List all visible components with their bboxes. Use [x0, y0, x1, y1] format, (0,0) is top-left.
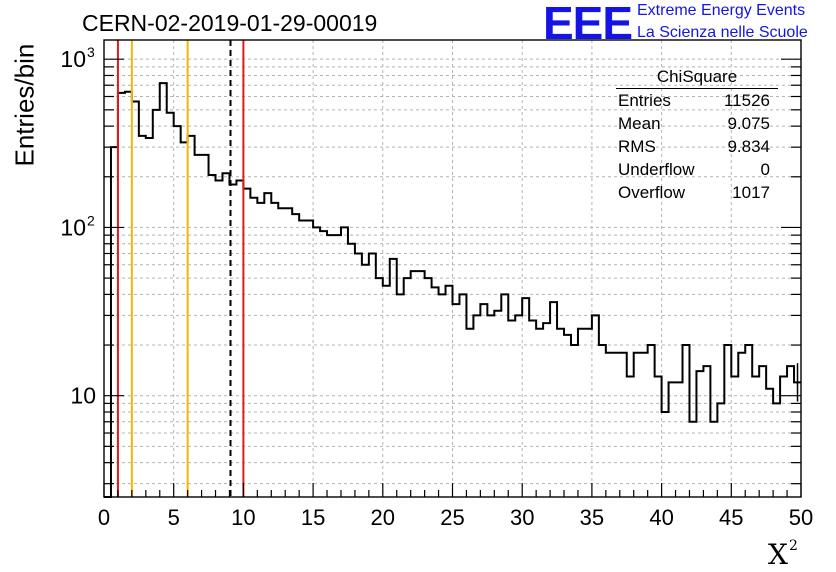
x-tick-label: 40 [649, 505, 673, 530]
y-tick-exponent: 3 [87, 44, 95, 60]
x-axis-label: X2 [768, 538, 798, 571]
stats-value: 11526 [723, 91, 770, 110]
logo-line-1: Extreme Energy Events [637, 2, 806, 19]
stats-value: 0 [760, 160, 770, 179]
x-axis-label-base: X [768, 538, 788, 571]
stats-label: Overflow [618, 183, 686, 202]
stats-row: Entries 11526 [610, 89, 778, 112]
stats-row: Underflow 0 [610, 158, 778, 181]
stats-row: RMS 9.834 [610, 135, 778, 158]
stats-label: Underflow [618, 160, 695, 179]
stats-title: ChiSquare [616, 66, 778, 89]
grid-layer [104, 40, 801, 497]
stats-value: 9.834 [727, 137, 770, 156]
x-tick-label: 10 [231, 505, 255, 530]
stats-value: 1017 [732, 183, 770, 202]
x-tick-label: 5 [168, 505, 180, 530]
y-tick-label: 10 [70, 383, 96, 409]
histogram-outline [104, 82, 801, 498]
x-tick-label: 50 [789, 505, 813, 530]
x-tick-label: 45 [719, 505, 743, 530]
stats-box: ChiSquare Entries 11526 Mean 9.075 RMS 9.83… [610, 66, 778, 204]
logo-line-2: La Scienza nelle Scuole [637, 24, 808, 41]
x-tick-label: 35 [580, 505, 604, 530]
x-tick-label: 30 [510, 505, 534, 530]
y-axis-label: Entries/bin [9, 43, 40, 167]
stats-label: Entries [618, 91, 671, 110]
stats-value: 9.075 [727, 114, 770, 133]
x-axis-label-exponent: 2 [788, 538, 798, 554]
stats-row: Overflow 1017 [610, 181, 778, 204]
x-tick-label: 20 [371, 505, 395, 530]
stats-row: Mean 9.075 [610, 112, 778, 135]
x-tick-label: 15 [301, 505, 325, 530]
x-tick-label: 25 [440, 505, 464, 530]
eee-logo: EEE [543, 0, 633, 49]
stats-label: Mean [618, 114, 661, 133]
stats-label: RMS [618, 137, 656, 156]
x-tick-label: 0 [98, 505, 110, 530]
y-tick-label: 10 [60, 214, 86, 240]
chart-title: CERN-02-2019-01-29-00019 [82, 10, 378, 36]
y-tick-exponent: 2 [87, 212, 95, 228]
y-tick-label: 10 [60, 46, 86, 72]
vertical-lines-layer [116, 40, 245, 497]
